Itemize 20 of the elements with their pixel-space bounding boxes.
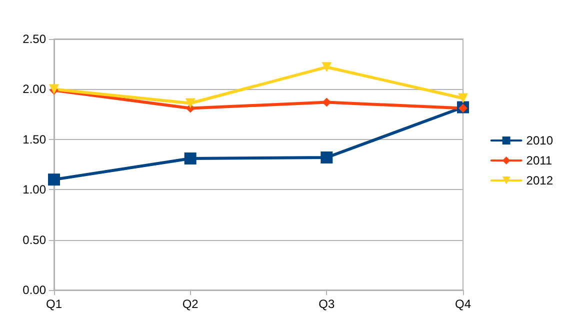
point xyxy=(322,62,332,72)
legend-label: 2011 xyxy=(526,154,552,168)
point xyxy=(320,151,333,164)
y-tick-label: 0.00 xyxy=(22,283,46,297)
y-tick-label: 1.00 xyxy=(22,182,46,197)
x-tick-label: Q4 xyxy=(454,297,472,311)
point xyxy=(458,93,468,104)
y-tick-label: 1.50 xyxy=(22,132,46,146)
point xyxy=(48,174,60,186)
x-tick-label: Q2 xyxy=(182,297,199,311)
x-tick-label: Q3 xyxy=(318,297,335,311)
y-tick-label: 0.50 xyxy=(22,232,46,247)
y-tick-label: 2.00 xyxy=(22,82,46,96)
x-tick-label: Q1 xyxy=(46,297,62,311)
point xyxy=(185,98,196,108)
legend-label: 2012 xyxy=(526,174,554,188)
point xyxy=(458,104,468,113)
point xyxy=(184,152,196,164)
y-tick-label: 2.50 xyxy=(22,32,46,46)
legend-label: 2010 xyxy=(526,134,554,148)
